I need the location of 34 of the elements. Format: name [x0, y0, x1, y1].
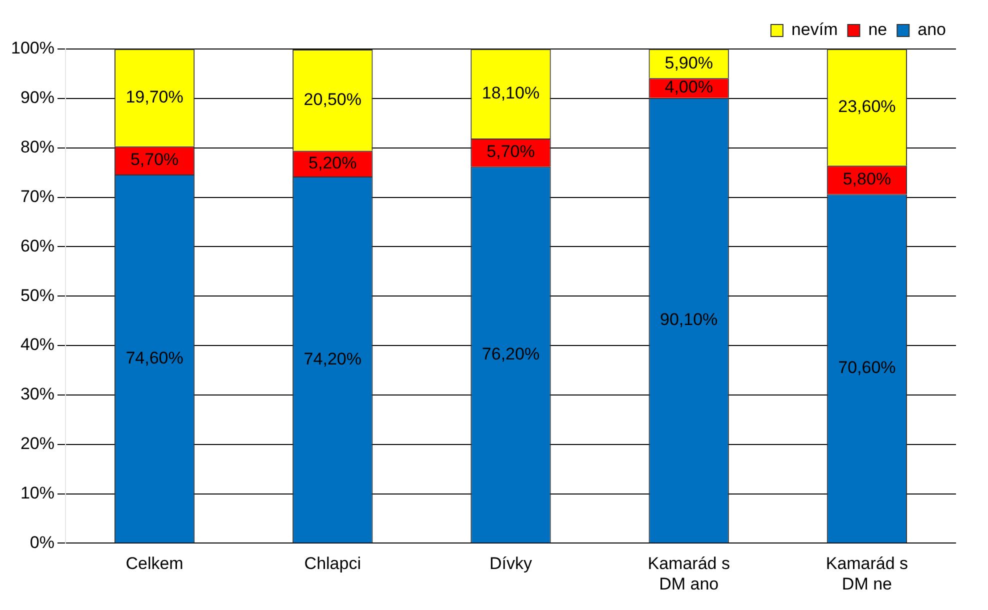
data-label: 76,20%	[482, 344, 540, 364]
x-tick-label: Kamarád s DM ne	[826, 554, 908, 594]
x-tick-label: Kamarád s DM ano	[648, 554, 730, 594]
x-tick-label: Chlapci	[304, 554, 361, 574]
y-tick-label: 70%	[20, 186, 54, 206]
legend-label: ano	[918, 20, 946, 40]
data-label: 90,10%	[660, 310, 718, 329]
y-tick-label: 30%	[20, 384, 54, 404]
y-tick-label: 0%	[30, 532, 54, 552]
y-tick-label: 10%	[20, 483, 54, 502]
x-tick-label: Celkem	[126, 554, 184, 574]
legend-label: nevím	[791, 20, 838, 40]
data-label: 5,20%	[308, 153, 357, 172]
y-tick-label: 40%	[20, 335, 54, 354]
y-tick-label: 50%	[20, 286, 54, 305]
legend-label: ne	[868, 20, 888, 40]
y-tick-label: 20%	[20, 434, 54, 454]
data-label: 5,70%	[130, 150, 179, 170]
data-label: 4,00%	[664, 78, 713, 97]
y-tick-label: 60%	[20, 236, 54, 256]
data-label: 18,10%	[482, 83, 540, 102]
data-label: 5,90%	[664, 53, 713, 72]
data-label: 74,20%	[304, 349, 362, 368]
y-tick-label: 80%	[20, 138, 54, 157]
data-label: 19,70%	[126, 87, 184, 106]
data-label: 74,60%	[126, 348, 184, 368]
data-label: 70,60%	[838, 358, 896, 378]
data-label: 5,70%	[486, 142, 535, 162]
data-label: 23,60%	[838, 97, 896, 116]
y-tick-label: 100%	[10, 38, 54, 58]
data-label: 5,80%	[842, 170, 892, 189]
data-label: 20,50%	[304, 90, 362, 109]
x-tick-label: Dívky	[489, 554, 532, 574]
y-tick-label: 90%	[20, 88, 54, 108]
